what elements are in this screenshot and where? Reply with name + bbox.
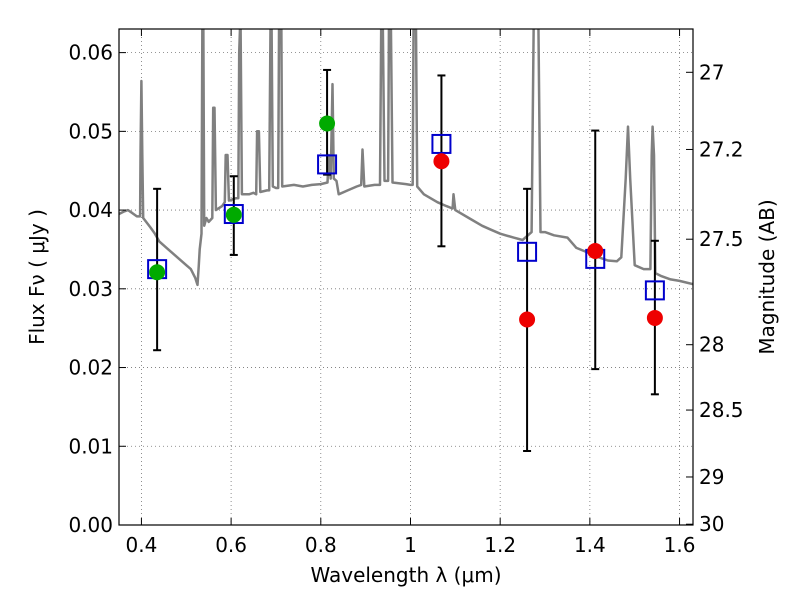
detection-point xyxy=(433,153,450,170)
right-tick-label: 28.5 xyxy=(699,398,744,422)
x-tick-label: 1 xyxy=(404,533,417,557)
right-tick-label: 27 xyxy=(699,60,724,84)
detection-point xyxy=(646,309,663,326)
y-tick-label: 0.01 xyxy=(68,434,113,458)
x-tick-label: 1.4 xyxy=(574,533,606,557)
right-tick-label: 27.5 xyxy=(699,227,744,251)
spectrum-layer xyxy=(119,29,693,287)
detection-point xyxy=(319,115,336,132)
spectrum-line xyxy=(119,29,693,287)
model-flux-square xyxy=(431,133,452,154)
y-axis-left: 0.00 0.01 0.02 0.03 0.04 0.05 0.06 xyxy=(68,41,126,537)
model-flux-square xyxy=(223,204,244,225)
model-flux-square xyxy=(517,241,538,262)
x-tick-label: 0.8 xyxy=(305,533,337,557)
right-tick-label: 29 xyxy=(699,465,724,489)
y-tick-label: 0.05 xyxy=(68,119,113,143)
plot-frame xyxy=(118,28,694,526)
x-tick-label: 1.6 xyxy=(664,533,696,557)
marker-layer xyxy=(147,115,665,328)
x-axis-title: Wavelength λ (μm) xyxy=(310,563,501,587)
y-axis-title: Flux Fν ( μJy ) xyxy=(25,209,49,345)
y-axis-right: 30 29 28.5 28 27.5 27.2 27 xyxy=(686,60,744,536)
y-tick-label: 0.04 xyxy=(68,198,113,222)
y-tick-label: 0.03 xyxy=(68,277,113,301)
detection-point xyxy=(519,311,536,328)
detection-point xyxy=(587,243,604,260)
y-tick-label: 0.06 xyxy=(68,41,113,65)
x-axis: 0.4 0.6 0.8 1 1.2 1.4 1.6 xyxy=(126,29,696,557)
y-axis-right-title: Magnitude (AB) xyxy=(755,199,779,354)
detection-point xyxy=(149,264,166,281)
model-flux-square xyxy=(644,280,665,301)
detection-point xyxy=(225,206,242,223)
x-tick-label: 0.4 xyxy=(126,533,158,557)
y-tick-label: 0.02 xyxy=(68,356,113,380)
x-tick-label: 0.6 xyxy=(215,533,247,557)
x-tick-label: 1.2 xyxy=(484,533,516,557)
right-tick-label: 28 xyxy=(699,333,724,357)
model-flux-square xyxy=(317,154,338,175)
right-tick-label: 30 xyxy=(699,512,724,536)
right-tick-label: 27.2 xyxy=(699,137,744,161)
grid xyxy=(119,29,693,526)
y-tick-label: 0.00 xyxy=(68,513,113,537)
